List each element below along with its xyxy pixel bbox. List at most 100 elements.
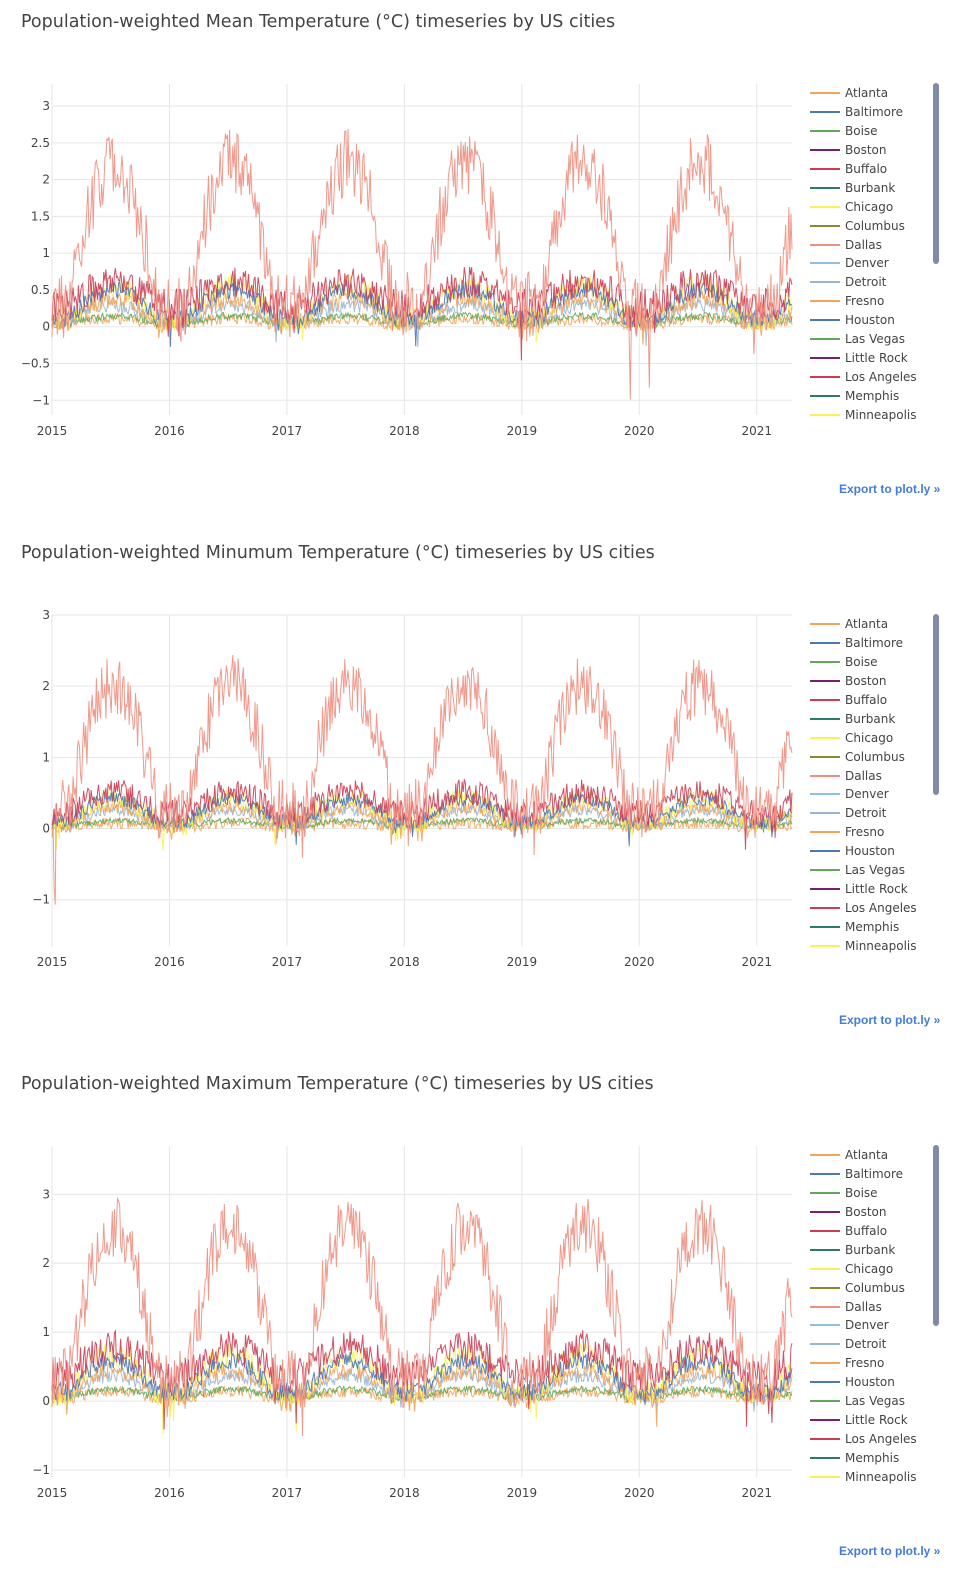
legend-item-boise[interactable]: Boise (810, 653, 930, 672)
legend-label: Fresno (845, 294, 885, 309)
legend-label: Atlanta (845, 86, 889, 101)
legend-item-detroit[interactable]: Detroit (810, 273, 930, 292)
legend-item-atlanta[interactable]: Atlanta (810, 615, 930, 634)
legend-swatch (810, 262, 840, 265)
legend-item-memphis[interactable]: Memphis (810, 917, 930, 936)
legend-item-chicago[interactable]: Chicago (810, 1259, 930, 1278)
legend-item-minneapolis[interactable]: Minneapolis (810, 1467, 930, 1486)
plot-area[interactable]: 2015 2016 2017 2018 2019 2020 2021 3 2.5 2 1.5 1 0.5… (0, 0, 968, 531)
legend-item-buffalo[interactable]: Buffalo (810, 1222, 930, 1241)
legend-item-denver[interactable]: Denver (810, 254, 930, 273)
legend-label: Dallas (845, 237, 882, 252)
legend-item-boston[interactable]: Boston (810, 1203, 930, 1222)
legend-item-minneapolis[interactable]: Minneapolis (810, 936, 930, 955)
y-tick-label: 0 (42, 320, 50, 334)
legend-item-dallas[interactable]: Dallas (810, 1297, 930, 1316)
legend-item-baltimore[interactable]: Baltimore (810, 634, 930, 653)
legend-item-boston[interactable]: Boston (810, 141, 930, 160)
legend-item-los-angeles[interactable]: Los Angeles (810, 898, 930, 917)
plot-area[interactable]: 2015 2016 2017 2018 2019 2020 2021 3 2 1 0 −1 (0, 1062, 968, 1593)
legend-label: Denver (845, 787, 889, 802)
legend-item-denver[interactable]: Denver (810, 1316, 930, 1335)
legend-item-little-rock[interactable]: Little Rock (810, 348, 930, 367)
legend-item-chicago[interactable]: Chicago (810, 728, 930, 747)
legend-item-dallas[interactable]: Dallas (810, 235, 930, 254)
legend-item-buffalo[interactable]: Buffalo (810, 160, 930, 179)
y-tick-label: 2 (42, 1256, 50, 1270)
legend-item-columbus[interactable]: Columbus (810, 747, 930, 766)
legend-item-burbank[interactable]: Burbank (810, 1240, 930, 1259)
legend-scrollbar[interactable] (933, 83, 939, 264)
legend-item-atlanta[interactable]: Atlanta (810, 1146, 930, 1165)
series-line-houston[interactable] (51, 791, 793, 847)
legend-label: Columbus (845, 749, 905, 764)
legend-label: Detroit (845, 275, 887, 290)
legend-item-los-angeles[interactable]: Los Angeles (810, 1429, 930, 1448)
series-line-los-angeles[interactable] (51, 779, 793, 850)
legend-item-atlanta[interactable]: Atlanta (810, 84, 930, 103)
legend-item-boise[interactable]: Boise (810, 122, 930, 141)
legend-item-las-vegas[interactable]: Las Vegas (810, 330, 930, 349)
legend-item-detroit[interactable]: Detroit (810, 1335, 930, 1354)
legend-swatch (810, 774, 840, 777)
legend-item-little-rock[interactable]: Little Rock (810, 879, 930, 898)
legend-item-las-vegas[interactable]: Las Vegas (810, 1392, 930, 1411)
legend-item-dallas[interactable]: Dallas (810, 766, 930, 785)
x-tick-label: 2015 (37, 424, 68, 438)
legend: Atlanta Baltimore Boise Boston Buffalo Burban… (810, 1146, 930, 1486)
legend-item-houston[interactable]: Houston (810, 842, 930, 861)
legend-item-memphis[interactable]: Memphis (810, 386, 930, 405)
legend-item-las-vegas[interactable]: Las Vegas (810, 861, 930, 880)
legend-item-fresno[interactable]: Fresno (810, 292, 930, 311)
series-line-los-angeles[interactable] (51, 266, 793, 361)
legend-item-los-angeles[interactable]: Los Angeles (810, 367, 930, 386)
chart-title: Population-weighted Minumum Temperature … (21, 543, 655, 563)
series-line-houston[interactable] (51, 280, 793, 347)
plot-area[interactable]: 2015 2016 2017 2018 2019 2020 2021 3 2 1 0 −1 (0, 531, 968, 1062)
export-to-plotly-link[interactable]: Export to plot.ly » (839, 1544, 941, 1558)
legend-item-little-rock[interactable]: Little Rock (810, 1410, 930, 1429)
legend-item-detroit[interactable]: Detroit (810, 804, 930, 823)
legend-item-minneapolis[interactable]: Minneapolis (810, 405, 930, 424)
legend-item-memphis[interactable]: Memphis (810, 1448, 930, 1467)
legend-item-boston[interactable]: Boston (810, 672, 930, 691)
legend-label: Little Rock (845, 350, 908, 365)
x-tick-label: 2020 (624, 955, 655, 969)
series-line-dallas[interactable] (51, 1196, 793, 1437)
legend-item-houston[interactable]: Houston (810, 1373, 930, 1392)
export-to-plotly-link[interactable]: Export to plot.ly » (839, 1013, 941, 1027)
export-to-plotly-link[interactable]: Export to plot.ly » (839, 482, 941, 496)
legend-item-chicago[interactable]: Chicago (810, 197, 930, 216)
legend-label: Buffalo (845, 1224, 888, 1238)
legend-item-baltimore[interactable]: Baltimore (810, 103, 930, 122)
legend-item-burbank[interactable]: Burbank (810, 709, 930, 728)
legend-item-burbank[interactable]: Burbank (810, 178, 930, 197)
legend-item-baltimore[interactable]: Baltimore (810, 1165, 930, 1184)
x-tick-label: 2021 (741, 1486, 772, 1500)
series-line-dallas[interactable] (51, 654, 793, 905)
legend-label: Las Vegas (845, 332, 905, 347)
legend-item-fresno[interactable]: Fresno (810, 823, 930, 842)
legend-item-columbus[interactable]: Columbus (810, 1278, 930, 1297)
legend-item-fresno[interactable]: Fresno (810, 1354, 930, 1373)
legend-swatch (810, 1456, 840, 1459)
y-tick-label: 0 (42, 822, 50, 836)
legend-swatch (810, 224, 840, 227)
legend-item-boise[interactable]: Boise (810, 1184, 930, 1203)
legend-item-houston[interactable]: Houston (810, 311, 930, 330)
x-tick-label: 2019 (507, 1486, 538, 1500)
legend-item-columbus[interactable]: Columbus (810, 216, 930, 235)
legend-item-denver[interactable]: Denver (810, 785, 930, 804)
x-tick-label: 2015 (37, 1486, 68, 1500)
series-line-dallas[interactable] (51, 128, 793, 400)
legend-scrollbar[interactable] (933, 1145, 939, 1326)
y-tick-label: −1 (32, 893, 50, 907)
legend-swatch (810, 1475, 840, 1478)
legend-swatch (810, 1230, 840, 1232)
legend-swatch (810, 1305, 840, 1308)
legend-swatch (810, 717, 840, 720)
legend-label: Boston (845, 143, 887, 158)
legend-item-buffalo[interactable]: Buffalo (810, 691, 930, 710)
legend-scrollbar[interactable] (933, 614, 939, 795)
gridlines (51, 1146, 792, 1477)
